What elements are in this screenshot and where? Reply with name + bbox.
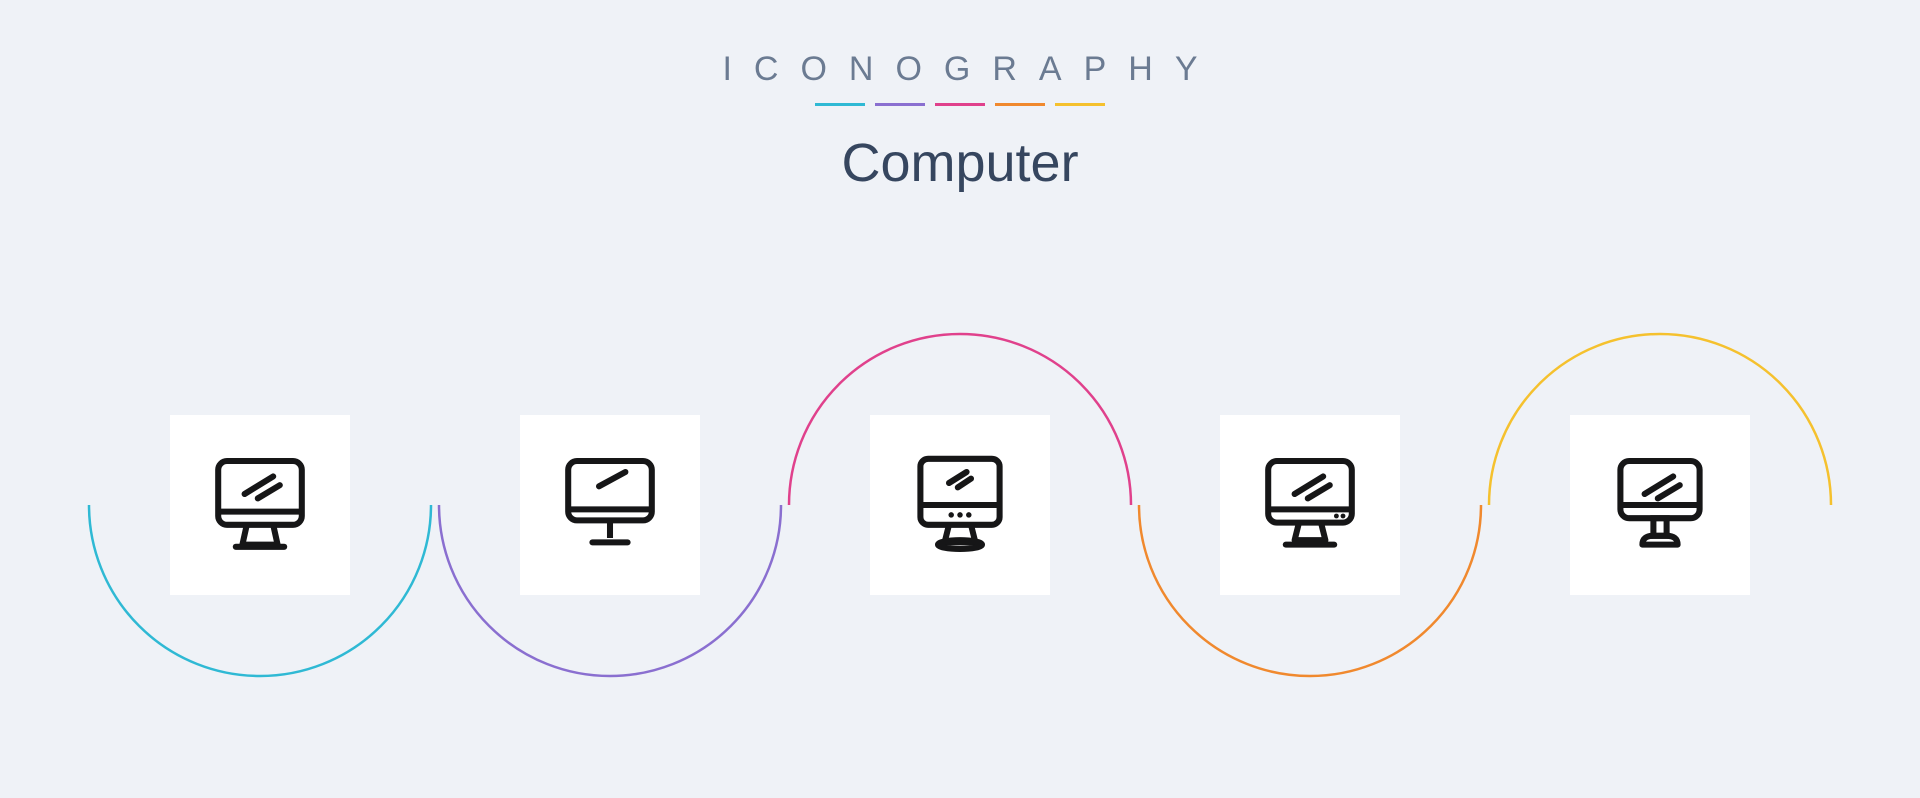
icon-card xyxy=(870,415,1050,595)
icon-card xyxy=(170,415,350,595)
stripe xyxy=(1055,103,1105,106)
icon-card xyxy=(1570,415,1750,595)
header: ICONOGRAPHY Computer xyxy=(0,50,1920,194)
brand-stripes xyxy=(0,103,1920,106)
monitor-thin-stand-icon xyxy=(555,450,665,560)
stripe xyxy=(935,103,985,106)
monitor-imac-dots-icon xyxy=(905,450,1015,560)
stripe xyxy=(995,103,1045,106)
monitor-pedestal-icon xyxy=(1605,450,1715,560)
stripe xyxy=(875,103,925,106)
icon-card xyxy=(1220,415,1400,595)
monitor-wide-stand-icon xyxy=(205,450,315,560)
brand-label: ICONOGRAPHY xyxy=(0,50,1920,89)
icon-card xyxy=(520,415,700,595)
subtitle-label: Computer xyxy=(0,132,1920,194)
stripe xyxy=(815,103,865,106)
monitor-flat-stand-icon xyxy=(1255,450,1365,560)
